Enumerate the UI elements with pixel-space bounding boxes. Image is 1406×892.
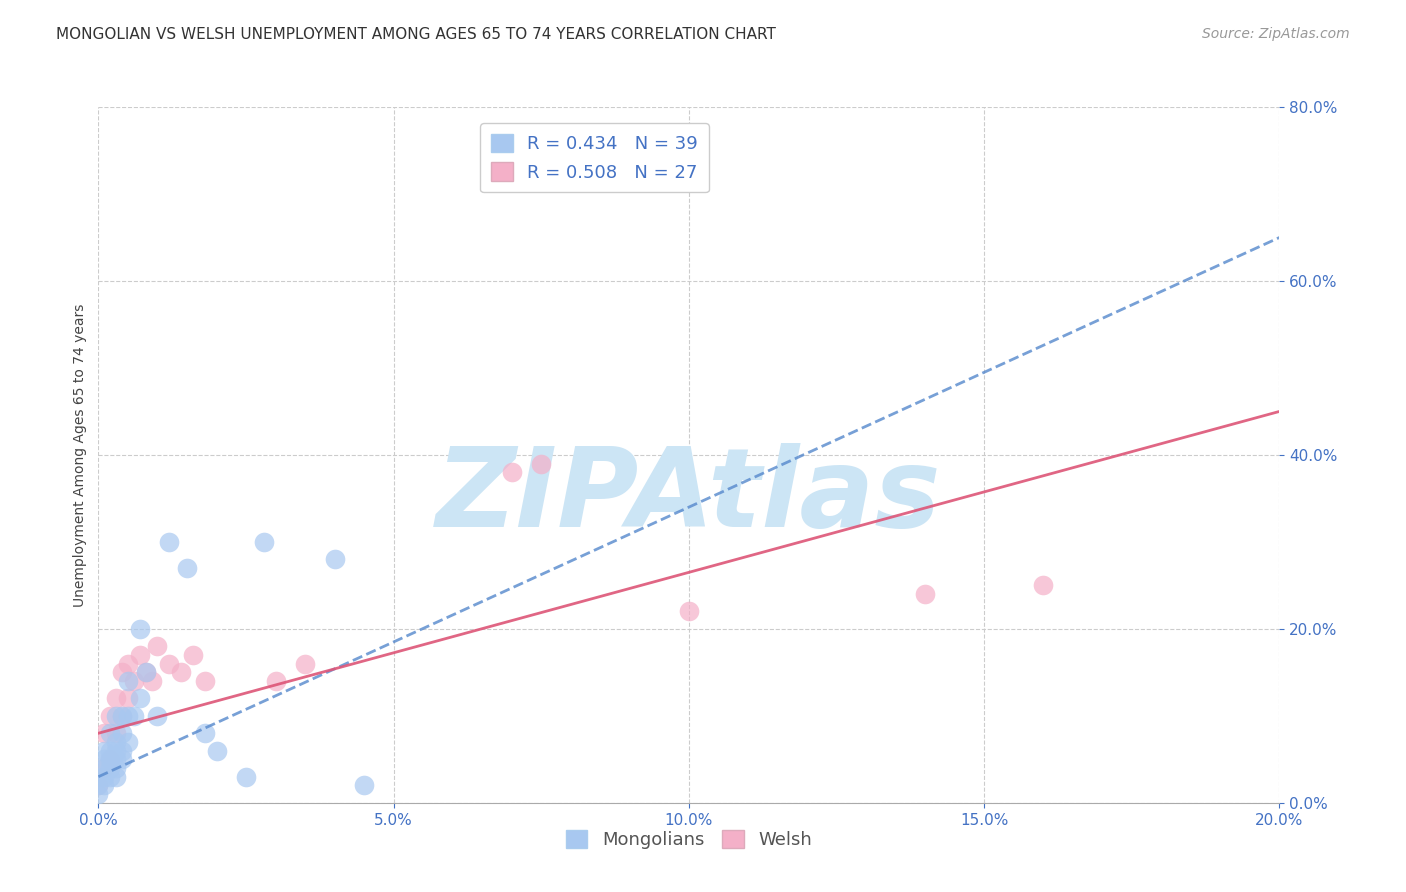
Y-axis label: Unemployment Among Ages 65 to 74 years: Unemployment Among Ages 65 to 74 years [73,303,87,607]
Point [87,778,110,793]
Point [176,561,198,575]
Point [87,787,110,801]
Point [93,761,115,775]
Point [128,691,150,706]
Point [235,770,257,784]
Point [205,744,228,758]
Point [135,665,157,680]
Point [111,665,134,680]
Point [157,534,180,549]
Point [93,744,115,758]
Point [111,752,134,766]
Point [170,665,193,680]
Point [93,761,115,775]
Point [98,761,121,775]
Point [105,735,128,749]
Point [105,691,128,706]
Text: ZIPAtlas: ZIPAtlas [436,443,942,550]
Point [135,665,157,680]
Point [105,770,128,784]
Point [128,622,150,636]
Point [914,587,936,601]
Text: Source: ZipAtlas.com: Source: ZipAtlas.com [1202,27,1350,41]
Point [122,708,145,723]
Point [117,691,139,706]
Point [98,726,121,740]
Point [678,605,700,619]
Point [93,726,115,740]
Point [117,674,139,689]
Point [141,674,163,689]
Point [194,726,217,740]
Point [194,674,217,689]
Point [157,657,180,671]
Point [93,770,115,784]
Point [264,674,287,689]
Point [98,708,121,723]
Point [98,770,121,784]
Point [117,735,139,749]
Point [98,752,121,766]
Point [87,770,110,784]
Point [117,708,139,723]
Point [501,466,523,480]
Legend: Mongolians, Welsh: Mongolians, Welsh [558,822,820,856]
Point [353,778,375,793]
Point [181,648,204,662]
Point [98,752,121,766]
Point [93,752,115,766]
Point [323,552,346,566]
Point [105,726,128,740]
Point [111,744,134,758]
Point [105,744,128,758]
Point [93,778,115,793]
Point [105,761,128,775]
Point [1032,578,1054,592]
Point [530,457,553,471]
Point [253,534,276,549]
Point [146,639,169,653]
Point [128,648,150,662]
Point [294,657,316,671]
Text: MONGOLIAN VS WELSH UNEMPLOYMENT AMONG AGES 65 TO 74 YEARS CORRELATION CHART: MONGOLIAN VS WELSH UNEMPLOYMENT AMONG AG… [56,27,776,42]
Point [111,726,134,740]
Point [87,778,110,793]
Point [111,708,134,723]
Point [122,674,145,689]
Point [111,708,134,723]
Point [146,708,169,723]
Point [98,744,121,758]
Point [117,657,139,671]
Point [105,752,128,766]
Point [105,708,128,723]
